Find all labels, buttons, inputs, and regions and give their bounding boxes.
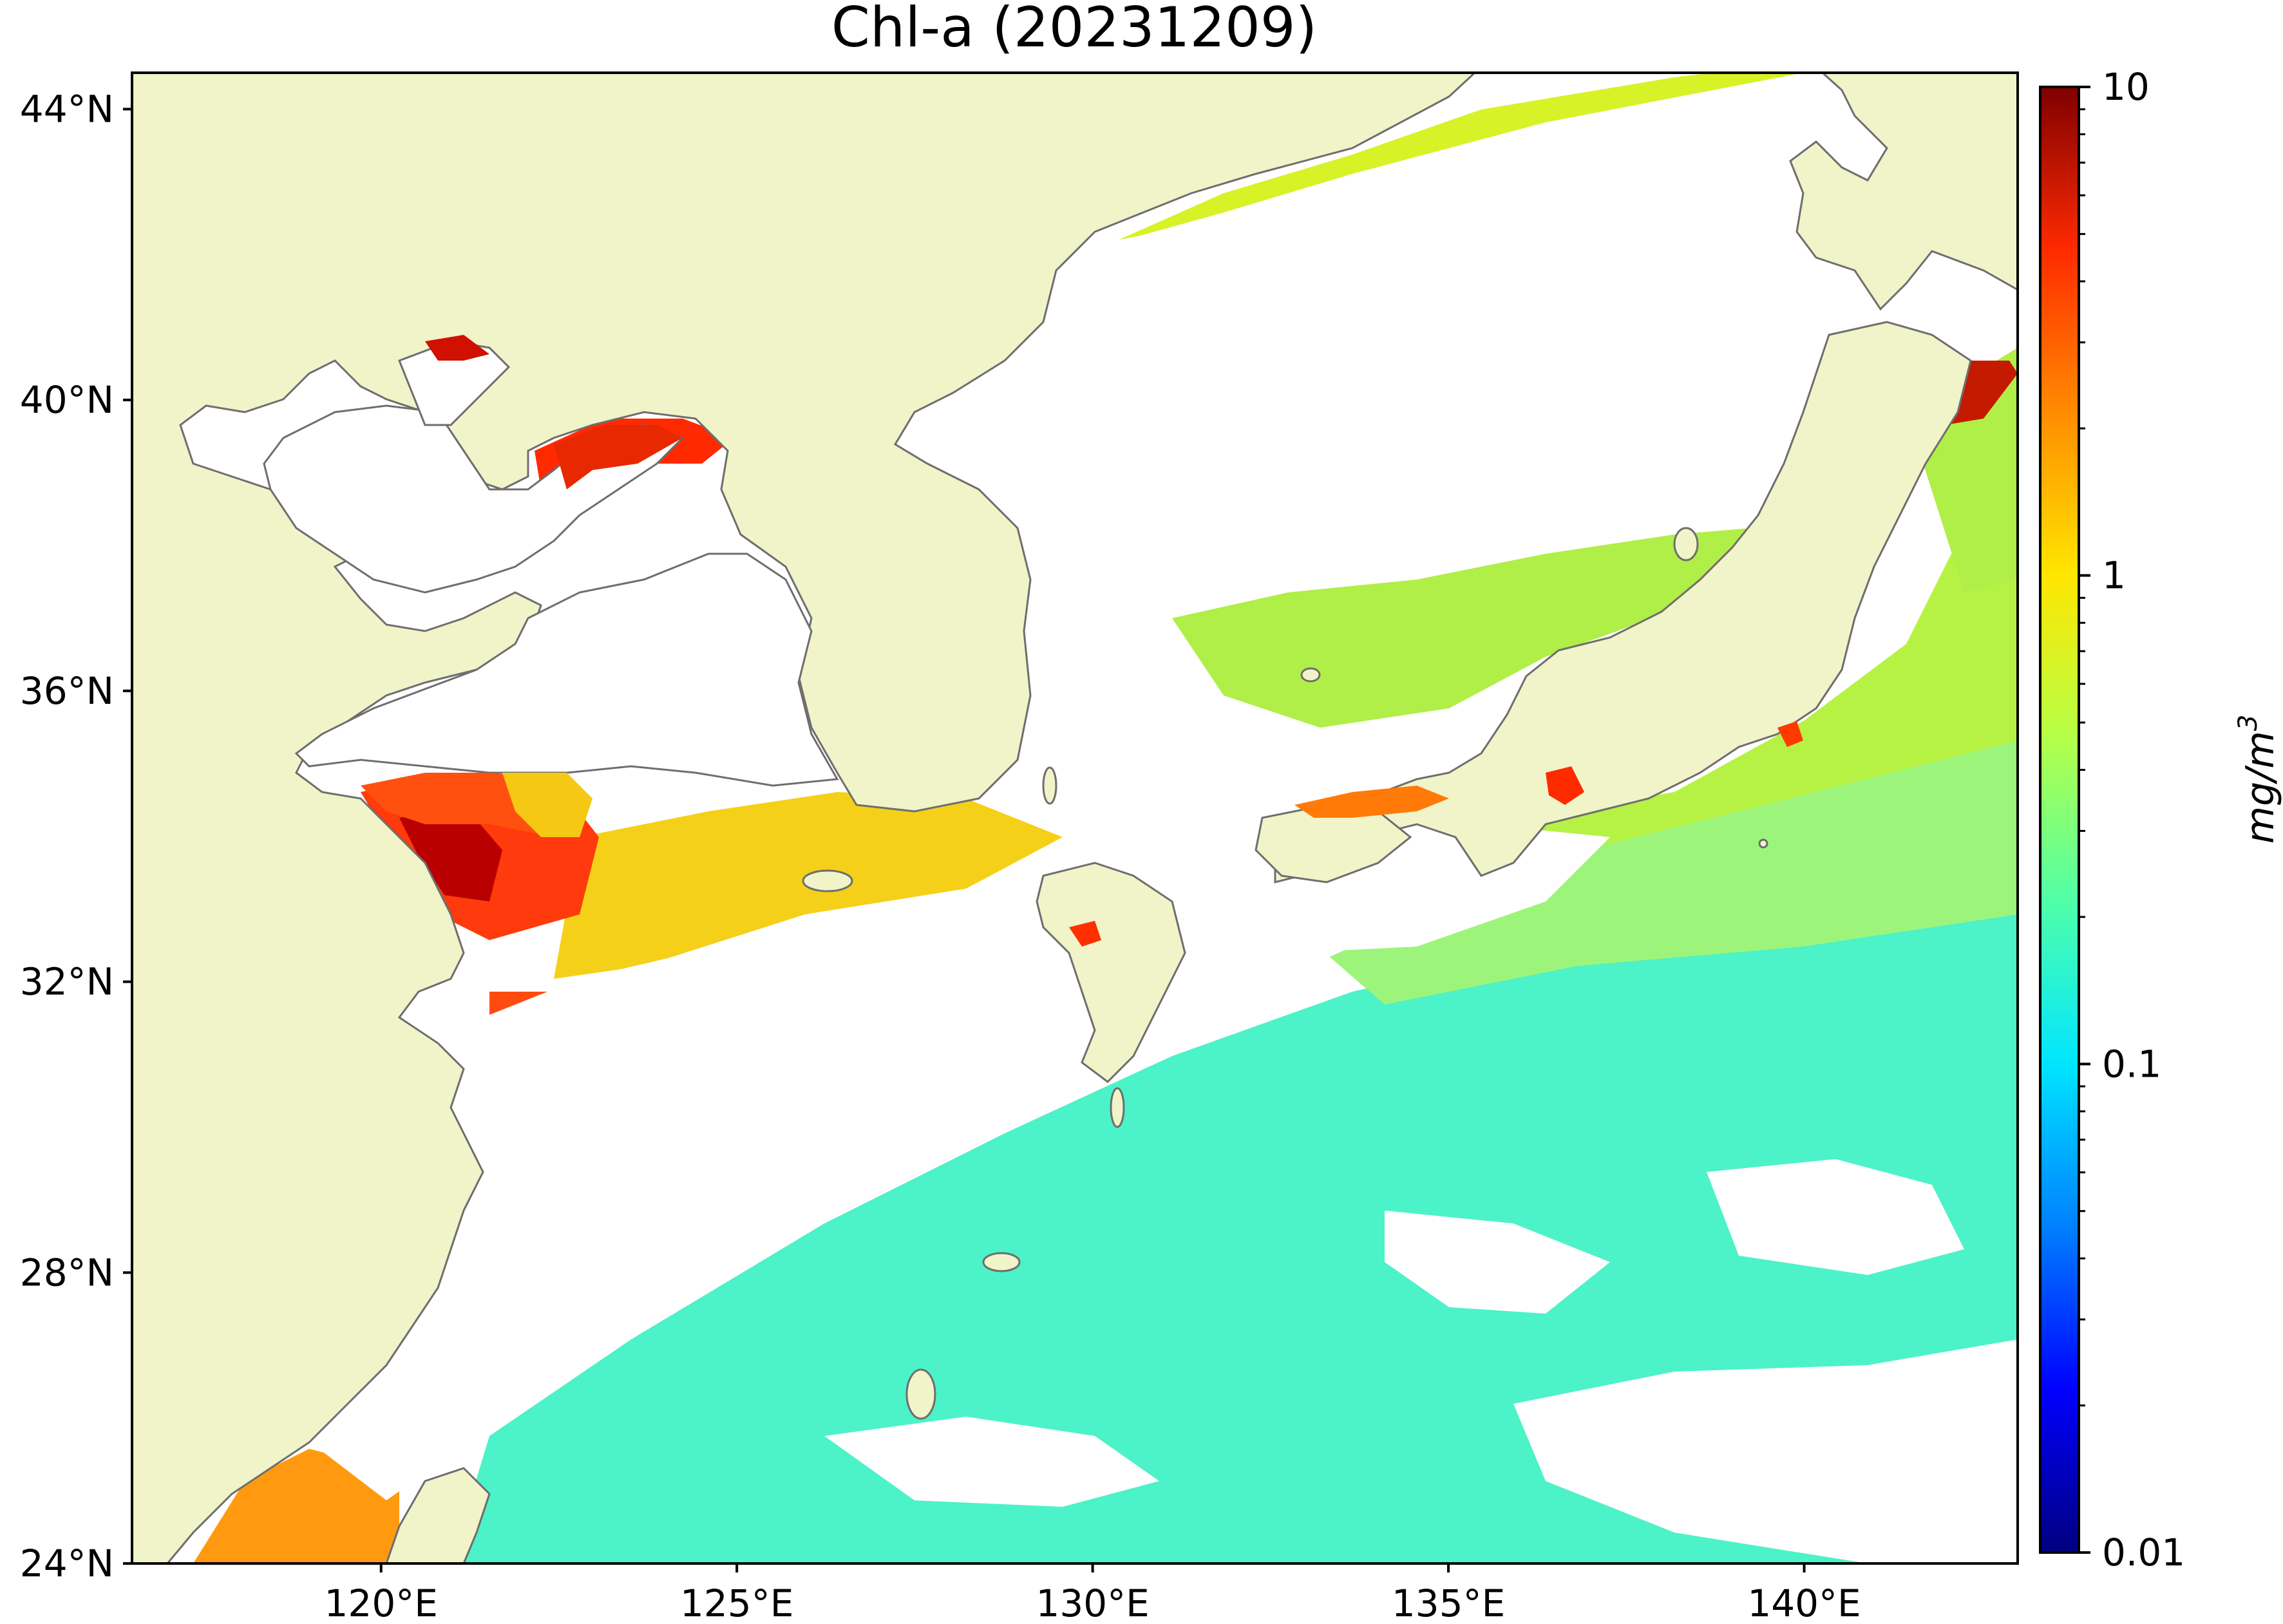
colorbar-tick-label: 10 xyxy=(2102,65,2150,109)
land-sado xyxy=(1673,527,1699,562)
lat-tick-label: 32°N xyxy=(20,960,114,1004)
lon-tick-label: 140°E xyxy=(1747,1582,1861,1624)
land-amami xyxy=(982,1252,1021,1272)
land-areas xyxy=(132,73,2018,1563)
latitude-axis: 44°N 40°N 36°N 32°N 28°N 24°N xyxy=(20,87,132,1585)
cloud-patch-southeast xyxy=(1707,1159,1964,1275)
cloud-patch-large xyxy=(270,863,1352,1500)
land-taiwan xyxy=(385,1467,491,1563)
chl-region-kagoshima xyxy=(1069,921,1101,947)
longitude-axis: 120°E 125°E 130°E 135°E 140°E xyxy=(325,1563,1861,1624)
chl-region-mid-pacific xyxy=(1288,741,2018,1005)
land-kyushu xyxy=(1036,862,1186,1083)
colorbar-ticks: 10 1 0.1 0.01 xyxy=(2079,65,2185,1574)
chl-region-taiwan-strait xyxy=(193,1449,399,1563)
lat-tick-label: 24°N xyxy=(20,1542,114,1585)
cloud-patch-south xyxy=(824,1417,1159,1507)
land-tanegashima xyxy=(1110,1087,1125,1128)
cloud-mask xyxy=(270,90,2018,1563)
cloud-patch-southeast-2 xyxy=(1513,1339,2018,1563)
land-oki xyxy=(1300,667,1321,683)
lon-tick-label: 120°E xyxy=(325,1582,438,1624)
chl-region-seto-inland-sea xyxy=(1294,786,1449,818)
land-hokkaido xyxy=(1789,73,2018,311)
lat-tick-label: 36°N xyxy=(20,669,114,713)
lon-tick-label: 135°E xyxy=(1392,1582,1505,1624)
lat-tick-label: 40°N xyxy=(20,378,114,422)
chl-region-bohai-south xyxy=(554,425,683,489)
chl-region-ise-bay xyxy=(1546,766,1584,805)
land-jeju xyxy=(802,869,853,892)
cloud-patch-east xyxy=(1385,1211,1610,1314)
colorbar-gradient xyxy=(2039,86,2080,1554)
colorbar-tick-label: 1 xyxy=(2102,554,2126,598)
chl-region-sanriku xyxy=(1919,348,2018,592)
colorbar-unit-label: mg/m3 xyxy=(2233,715,2283,844)
land-asian-mainland xyxy=(132,73,1477,1563)
colorbar-tick-label: 0.01 xyxy=(2102,1531,2185,1574)
colorbar: 10 1 0.1 0.01 mg/m3 xyxy=(2039,65,2283,1574)
lat-tick-label: 44°N xyxy=(20,87,114,131)
chl-region-off-honshu xyxy=(1320,438,2018,876)
colorbar-tick-label: 0.1 xyxy=(2102,1042,2161,1086)
lon-tick-label: 130°E xyxy=(1036,1582,1149,1624)
land-okinawa xyxy=(905,1368,936,1420)
land-tsushima xyxy=(1042,766,1057,805)
yellow-sea-no-data xyxy=(294,552,839,787)
map-panel xyxy=(132,73,2018,1563)
colorbar-unit-superscript: 3 xyxy=(2233,715,2263,731)
map-frame xyxy=(131,71,2019,1565)
cloud-patch-north xyxy=(902,90,1900,451)
chl-region-jiangsu-core xyxy=(399,805,502,902)
chl-region-liaodong-bay xyxy=(425,335,489,361)
lat-tick-label: 28°N xyxy=(20,1251,114,1294)
land-hachijo xyxy=(1758,838,1768,849)
chl-region-tokyo-bay xyxy=(1777,721,1803,747)
chart-title: Chl-a (20231209) xyxy=(831,0,1317,60)
colorbar-unit: mg/m xyxy=(2238,731,2283,844)
lon-tick-label: 125°E xyxy=(680,1582,793,1624)
chl-region-jiangsu-yellow xyxy=(502,773,592,837)
